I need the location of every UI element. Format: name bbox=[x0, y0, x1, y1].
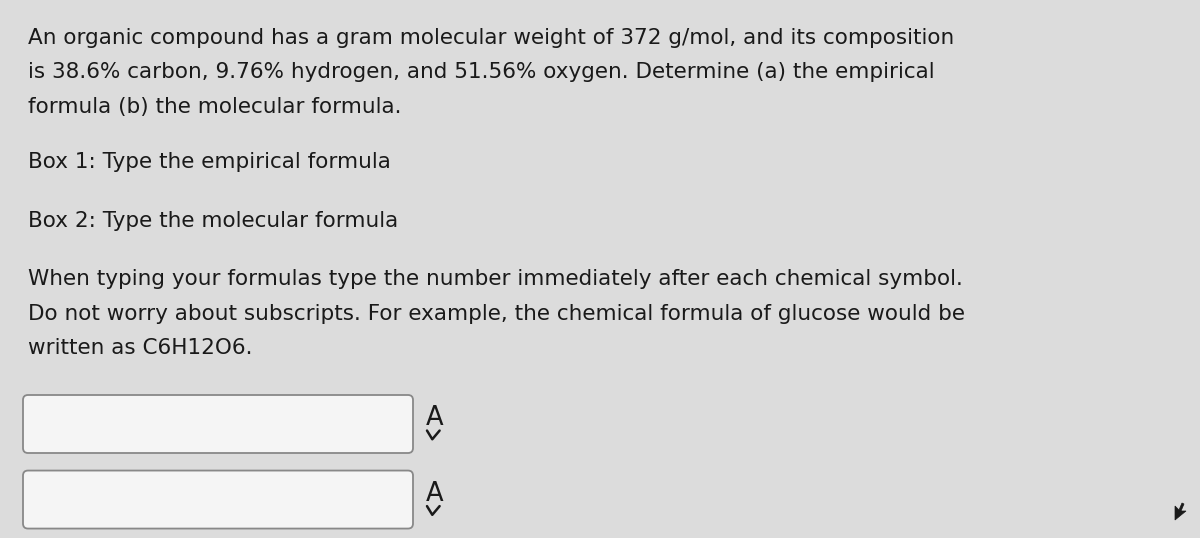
Text: A: A bbox=[426, 481, 444, 507]
Text: Do not worry about subscripts. For example, the chemical formula of glucose woul: Do not worry about subscripts. For examp… bbox=[28, 303, 965, 323]
Text: written as C6H12O6.: written as C6H12O6. bbox=[28, 338, 252, 358]
FancyBboxPatch shape bbox=[23, 471, 413, 528]
Text: An organic compound has a gram molecular weight of 372 g/mol, and its compositio: An organic compound has a gram molecular… bbox=[28, 28, 954, 48]
Text: Box 1: Type the empirical formula: Box 1: Type the empirical formula bbox=[28, 152, 391, 172]
Text: formula (b) the molecular formula.: formula (b) the molecular formula. bbox=[28, 97, 402, 117]
FancyBboxPatch shape bbox=[23, 395, 413, 453]
Text: Box 2: Type the molecular formula: Box 2: Type the molecular formula bbox=[28, 210, 398, 231]
Polygon shape bbox=[1175, 503, 1186, 520]
Text: A: A bbox=[426, 405, 444, 431]
Text: When typing your formulas type the number immediately after each chemical symbol: When typing your formulas type the numbe… bbox=[28, 269, 962, 289]
Text: is 38.6% carbon, 9.76% hydrogen, and 51.56% oxygen. Determine (a) the empirical: is 38.6% carbon, 9.76% hydrogen, and 51.… bbox=[28, 62, 935, 82]
